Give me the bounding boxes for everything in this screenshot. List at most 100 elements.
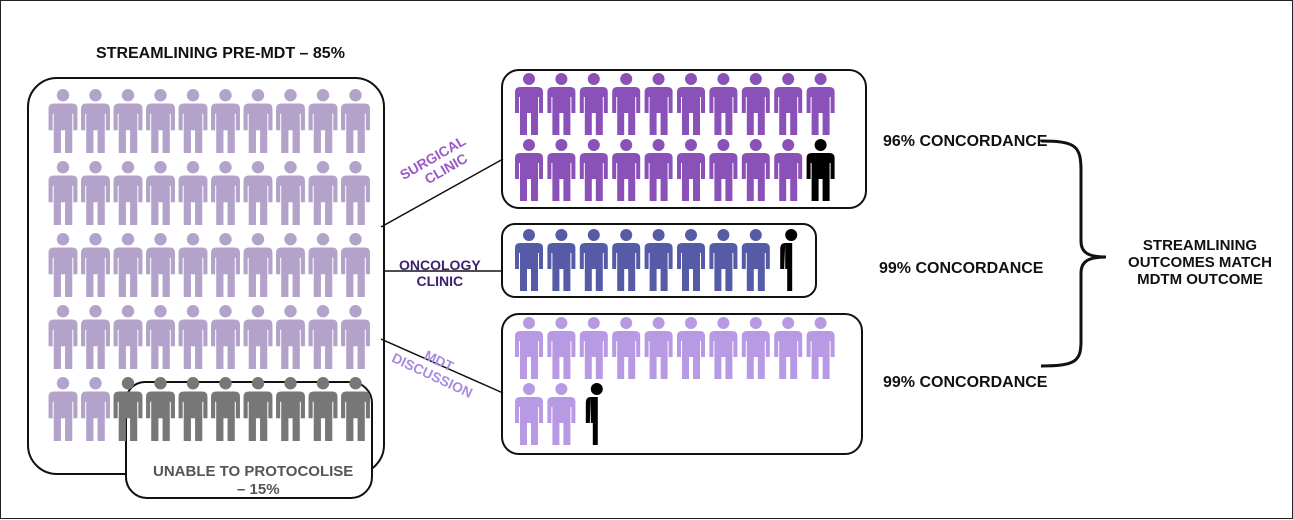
streamlined-person-icon: [146, 233, 175, 297]
oncology-person-icon: [515, 229, 543, 291]
streamlined-person-icon: [178, 161, 208, 225]
surgical-person-icon: [515, 73, 543, 135]
summary-line1: STREAMLINING: [1142, 237, 1258, 254]
summary-text: STREAMLINING OUTCOMES MATCH MDTM OUTCOME: [1125, 237, 1275, 288]
mdt-discordant-person-icon: [585, 383, 603, 445]
surgical-person-icon: [644, 73, 673, 135]
summary-line3: MDTM OUTCOME: [1137, 271, 1263, 288]
oncology-person-icon: [677, 229, 705, 291]
streamlined-person-icon: [211, 89, 240, 153]
surgical-person-icon: [612, 73, 641, 135]
streamlined-person-icon: [308, 161, 338, 225]
streamlined-person-icon: [81, 161, 110, 225]
streamlined-person-icon: [48, 377, 78, 441]
surgical-person-icon: [547, 73, 576, 135]
unable-person-icon: [341, 377, 370, 441]
streamlined-person-icon: [146, 89, 175, 153]
surgical-person-icon: [677, 139, 705, 201]
unable-person-icon: [243, 377, 273, 441]
surgical-person-icon: [709, 73, 738, 135]
mdt-person-icon: [677, 317, 705, 379]
surgical-connector: [380, 158, 504, 228]
streamlined-person-icon: [308, 233, 338, 297]
streamlined-person-icon: [211, 305, 240, 369]
surgical-person-icon: [741, 73, 770, 135]
streamlined-person-icon: [243, 233, 273, 297]
oncology-person-icon: [709, 229, 738, 291]
page-title: STREAMLINING PRE-MDT – 85%: [96, 45, 345, 62]
streamlined-person-icon: [211, 161, 240, 225]
streamlined-person-icon: [308, 305, 338, 369]
oncology-label-line2: CLINIC: [416, 273, 464, 289]
surgical-person-icon: [741, 139, 770, 201]
unable-person-icon: [113, 377, 143, 441]
surgical-person-icon: [677, 73, 705, 135]
streamlined-person-icon: [113, 161, 143, 225]
mdt-person-icon: [612, 317, 641, 379]
mdt-person-icon: [547, 317, 576, 379]
streamlined-person-icon: [113, 233, 143, 297]
streamlined-person-icon: [146, 161, 175, 225]
unable-person-icon: [276, 377, 305, 441]
streamlined-person-icon: [48, 161, 78, 225]
streamlined-person-icon: [81, 377, 110, 441]
surgical-person-icon: [774, 73, 803, 135]
streamlined-person-icon: [276, 233, 305, 297]
surgical-person-icon: [644, 139, 673, 201]
surgical-person-icon: [806, 73, 835, 135]
streamlined-person-icon: [243, 161, 273, 225]
surgical-person-icon: [774, 139, 803, 201]
streamlined-person-icon: [341, 233, 370, 297]
mdt-person-icon: [515, 317, 543, 379]
oncology-label: ONCOLOGY CLINIC: [399, 257, 481, 289]
streamlined-person-icon: [178, 89, 208, 153]
summary-line2: OUTCOMES MATCH: [1128, 254, 1272, 271]
surgical-person-icon: [579, 139, 608, 201]
oncology-person-icon: [579, 229, 608, 291]
streamlined-person-icon: [48, 89, 78, 153]
streamlined-person-icon: [48, 233, 78, 297]
streamlined-person-icon: [81, 89, 110, 153]
streamlined-person-icon: [81, 305, 110, 369]
mdt-person-icon: [741, 317, 770, 379]
unable-label-line2: – 15%: [237, 481, 280, 498]
mdt-person-icon: [709, 317, 738, 379]
oncology-label-line1: ONCOLOGY: [399, 257, 481, 273]
mdt-person-icon: [515, 383, 543, 445]
mdt-person-icon: [579, 317, 608, 379]
streamlined-person-icon: [48, 305, 78, 369]
surgical-concordance: 96% CONCORDANCE: [883, 133, 1048, 150]
surgical-person-icon: [515, 139, 543, 201]
streamlined-person-icon: [113, 305, 143, 369]
streamlined-person-icon: [113, 89, 143, 153]
streamlined-person-icon: [211, 233, 240, 297]
mdt-person-icon: [644, 317, 673, 379]
mdt-concordance: 99% CONCORDANCE: [883, 374, 1048, 391]
mdt-person-icon: [547, 383, 576, 445]
oncology-person-icon: [612, 229, 641, 291]
summary-brace: [1040, 139, 1107, 368]
streamlined-person-icon: [146, 305, 175, 369]
unable-label-line1: UNABLE TO PROTOCOLISE: [153, 463, 354, 480]
mdt-person-icon: [806, 317, 835, 379]
surgical-person-icon: [612, 139, 641, 201]
streamlined-person-icon: [276, 89, 305, 153]
streamlined-person-icon: [81, 233, 110, 297]
unable-person-icon: [178, 377, 208, 441]
oncology-person-icon: [547, 229, 576, 291]
streamlined-person-icon: [341, 305, 370, 369]
unable-person-icon: [308, 377, 338, 441]
mdt-connector: [380, 338, 504, 394]
streamlined-person-icon: [341, 89, 370, 153]
streamlined-person-icon: [178, 233, 208, 297]
streamlined-person-icon: [308, 89, 338, 153]
streamlined-person-icon: [243, 89, 273, 153]
surgical-discordant-person-icon: [806, 139, 835, 201]
surgical-person-icon: [547, 139, 576, 201]
surgical-person-icon: [709, 139, 738, 201]
oncology-person-icon: [741, 229, 770, 291]
mdt-person-icon: [774, 317, 803, 379]
surgical-person-icon: [579, 73, 608, 135]
